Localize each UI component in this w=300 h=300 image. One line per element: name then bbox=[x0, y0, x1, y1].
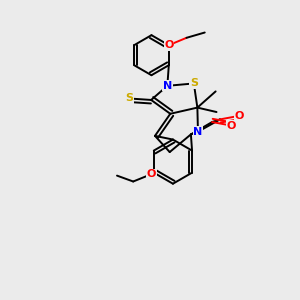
Text: O: O bbox=[164, 40, 173, 50]
Text: S: S bbox=[190, 79, 198, 88]
Text: S: S bbox=[125, 94, 133, 103]
Text: N: N bbox=[193, 127, 203, 137]
Text: O: O bbox=[235, 111, 244, 121]
Text: O: O bbox=[226, 121, 236, 130]
Text: O: O bbox=[147, 169, 156, 179]
Text: N: N bbox=[163, 81, 172, 91]
